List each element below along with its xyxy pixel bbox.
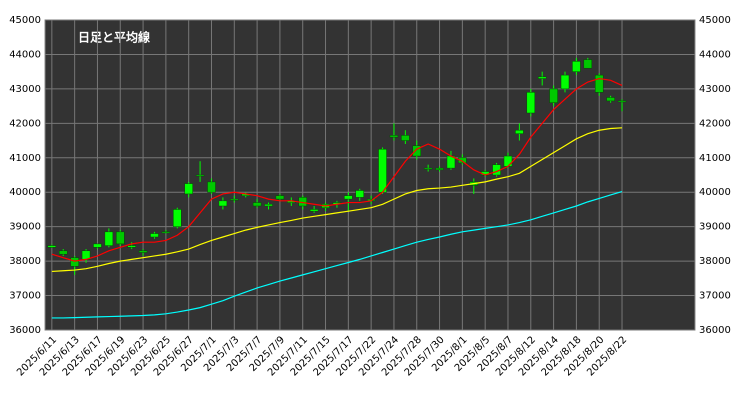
- chart-title: 日足と平均線: [78, 30, 150, 45]
- candle-body: [252, 202, 262, 207]
- candle-body: [264, 204, 273, 207]
- y2-tick-label: 41000: [699, 153, 731, 164]
- candle-body: [423, 167, 433, 170]
- plot-area: [44, 19, 696, 331]
- y-tick-label: 45000: [9, 15, 41, 26]
- y2-tick-label: 36000: [699, 325, 731, 336]
- candle-body: [412, 145, 421, 157]
- moving-average-line: [51, 77, 623, 262]
- candle-body: [617, 100, 627, 103]
- y2-tick-label: 38000: [699, 256, 731, 267]
- candle-body: [537, 76, 547, 79]
- candle-body: [104, 231, 114, 246]
- y-tick-label: 41000: [9, 153, 41, 164]
- candle-body: [127, 245, 136, 248]
- candle-body: [572, 61, 581, 72]
- y2-tick-label: 40000: [699, 187, 731, 198]
- y-tick-label: 40000: [9, 187, 41, 198]
- y2-tick-label: 39000: [699, 222, 731, 233]
- candle-body: [606, 97, 615, 102]
- y2-tick-label: 42000: [699, 118, 731, 129]
- candle-body: [59, 250, 68, 255]
- candle-body: [47, 245, 57, 248]
- candle-body: [458, 157, 467, 164]
- candle-body: [195, 174, 205, 177]
- candle-body: [435, 167, 444, 171]
- candle-body: [116, 231, 125, 245]
- candle-body: [275, 195, 285, 200]
- candle-body: [583, 59, 593, 69]
- candle-body: [218, 200, 228, 207]
- y-tick-label: 36000: [9, 325, 41, 336]
- candle-body: [389, 135, 399, 138]
- y2-tick-label: 45000: [699, 15, 731, 26]
- candle-body: [378, 148, 387, 193]
- candle-body: [526, 92, 536, 114]
- candle-body: [161, 231, 171, 234]
- candle-body: [549, 88, 558, 103]
- candle-body: [70, 257, 79, 267]
- candle-body: [344, 195, 353, 200]
- candle-body: [207, 181, 216, 193]
- y-tick-label: 44000: [9, 49, 41, 60]
- candle-body: [401, 135, 410, 141]
- candle-body: [560, 74, 570, 90]
- moving-average-line: [51, 127, 623, 273]
- candle-body: [138, 250, 148, 253]
- y-tick-label: 37000: [9, 291, 41, 302]
- y2-tick-label: 44000: [699, 49, 731, 60]
- candle-body: [594, 74, 604, 93]
- candle-body: [503, 155, 513, 167]
- y-tick-label: 43000: [9, 84, 41, 95]
- y-tick-label: 42000: [9, 118, 41, 129]
- y2-tick-label: 37000: [699, 291, 731, 302]
- candle-body: [309, 209, 319, 212]
- candle-body: [230, 198, 239, 201]
- moving-average-line: [51, 190, 623, 319]
- candle-body: [184, 183, 193, 195]
- candle-body: [93, 243, 102, 248]
- candle-body: [150, 233, 159, 238]
- y2-tick-label: 43000: [699, 84, 731, 95]
- y-tick-label: 38000: [9, 256, 41, 267]
- y-tick-label: 39000: [9, 222, 41, 233]
- candle-body: [355, 190, 364, 198]
- candle-body: [515, 129, 524, 134]
- candle-body: [173, 209, 182, 227]
